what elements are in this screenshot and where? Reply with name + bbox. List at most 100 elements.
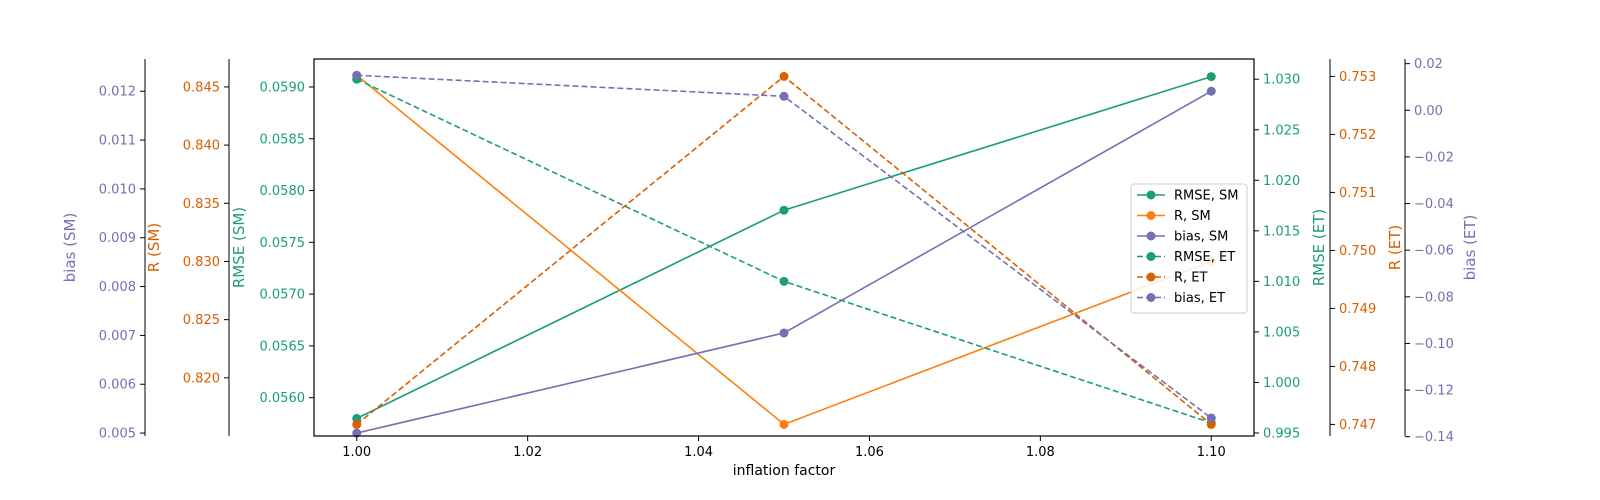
legend-marker — [1146, 231, 1156, 241]
x-tick-label: 1.10 — [1197, 445, 1226, 460]
y-tick-label: −0.06 — [1414, 244, 1454, 259]
y-tick-label: 0.749 — [1339, 302, 1376, 317]
legend-marker — [1146, 211, 1156, 220]
y-axis-bias_et: 0.02 0.00 −0.02 −0.04 −0.06 −0.08 −0.10 −0.12 −0… — [1404, 57, 1479, 445]
data-point — [779, 71, 789, 81]
data-point — [779, 328, 789, 338]
y-tick-label: 0.02 — [1414, 57, 1443, 72]
y-tick-label: 1.025 — [1263, 123, 1300, 138]
y-axis-label: RMSE (ET) — [1310, 209, 1328, 286]
legend-item: RMSE, ET — [1137, 250, 1235, 265]
y-tick-label: −0.04 — [1414, 197, 1454, 212]
y-tick-label: −0.02 — [1414, 150, 1454, 165]
y-tick-label: −0.08 — [1414, 290, 1454, 305]
y-axis-bias_sm: 0.005 0.006 0.007 0.008 0.009 0.010 0.011 0.012… — [61, 59, 146, 442]
data-point — [779, 276, 789, 286]
y-tick-label: 0.0570 — [260, 288, 306, 303]
y-tick-label: 0.820 — [183, 371, 220, 386]
legend-marker — [1146, 272, 1156, 282]
x-tick-label: 1.04 — [684, 445, 713, 460]
y-axis-rmse_sm: 0.0560 0.0565 0.0570 0.0575 0.0580 0.0585 0.05… — [230, 59, 315, 436]
y-tick-label: 1.010 — [1263, 275, 1300, 290]
data-point — [1206, 86, 1216, 96]
data-point — [779, 91, 789, 101]
legend-item: bias, ET — [1137, 291, 1225, 306]
x-tick-label: 1.06 — [855, 445, 884, 460]
data-point — [779, 205, 789, 215]
series-r-et — [352, 71, 1216, 429]
y-tick-label: 0.009 — [99, 231, 136, 246]
x-tick-label: 1.00 — [342, 445, 371, 460]
y-tick-label: 0.747 — [1339, 418, 1376, 433]
y-tick-label: 0.835 — [183, 197, 220, 212]
y-tick-label: 0.0585 — [260, 132, 306, 147]
y-tick-label: −0.10 — [1414, 337, 1454, 352]
series-bias-et — [352, 70, 1216, 423]
y-axis-rmse_et: 0.995 1.000 1.005 1.010 1.015 1.020 1.025 1.030… — [1253, 59, 1328, 441]
legend-label: RMSE, SM — [1174, 189, 1238, 204]
y-axes: 0.005 0.006 0.007 0.008 0.009 0.010 0.011 0.012… — [61, 57, 1479, 445]
legend-item: RMSE, SM — [1137, 189, 1238, 204]
y-axis-label: R (ET) — [1386, 225, 1404, 271]
y-tick-label: 0.995 — [1263, 426, 1300, 441]
y-tick-label: 1.000 — [1263, 376, 1300, 391]
y-axis-r_sm: 0.820 0.825 0.830 0.835 0.840 0.845 R (SM) — [145, 59, 230, 436]
x-tick-label: 1.02 — [513, 445, 542, 460]
legend-marker — [1146, 190, 1156, 200]
legend-item: R, SM — [1137, 209, 1211, 224]
series-bias-sm — [352, 86, 1216, 438]
y-tick-label: 0.0580 — [260, 184, 306, 199]
y-axis-label: bias (ET) — [1461, 215, 1479, 281]
data-point — [1206, 419, 1216, 429]
x-tick-label: 1.08 — [1026, 445, 1055, 460]
legend-label: bias, ET — [1174, 291, 1225, 306]
legend-label: RMSE, ET — [1174, 250, 1235, 265]
y-tick-label: 0.008 — [99, 280, 136, 295]
y-tick-label: −0.12 — [1414, 384, 1454, 399]
y-tick-label: 0.011 — [99, 134, 136, 149]
legend: RMSE, SM R, SM bias, SM RMSE, ET R, ET bias, … — [1130, 183, 1248, 314]
y-tick-label: 0.010 — [99, 182, 136, 197]
y-tick-label: 0.752 — [1339, 128, 1376, 143]
y-axis-r_et: 0.747 0.748 0.749 0.750 0.751 0.752 0.753 R (ET… — [1329, 59, 1404, 436]
data-point — [352, 70, 362, 80]
y-tick-label: 0.00 — [1414, 104, 1443, 119]
legend-item: R, ET — [1137, 271, 1208, 286]
data-point — [352, 428, 362, 438]
y-tick-label: 0.0560 — [260, 391, 306, 406]
y-tick-label: 1.030 — [1263, 73, 1300, 88]
data-point — [352, 419, 362, 429]
y-axis-label: R (SM) — [145, 223, 163, 272]
y-tick-label: 0.830 — [183, 255, 220, 270]
y-tick-label: 1.020 — [1263, 174, 1300, 189]
y-axis-label: RMSE (SM) — [230, 207, 248, 288]
y-tick-label: 1.015 — [1263, 224, 1300, 239]
x-axis-label: inflation factor — [733, 463, 836, 479]
y-tick-label: 0.005 — [99, 427, 136, 442]
y-tick-label: 0.007 — [99, 329, 136, 344]
y-tick-label: 0.750 — [1339, 244, 1376, 259]
y-tick-label: 0.012 — [99, 85, 136, 100]
data-point — [779, 419, 789, 429]
y-tick-label: 1.005 — [1263, 325, 1300, 340]
legend-marker — [1146, 252, 1156, 261]
y-tick-label: 0.751 — [1339, 186, 1376, 201]
series-layer — [352, 70, 1216, 438]
y-tick-label: 0.845 — [183, 80, 220, 95]
y-tick-label: 0.748 — [1339, 360, 1376, 375]
data-point — [1206, 413, 1216, 423]
y-tick-label: 0.0590 — [260, 80, 306, 95]
y-tick-label: 0.0565 — [260, 339, 306, 354]
legend-label: bias, SM — [1174, 230, 1228, 245]
legend-marker — [1146, 293, 1156, 302]
legend-item: bias, SM — [1137, 230, 1228, 245]
legend-label: R, SM — [1174, 209, 1211, 224]
y-tick-label: 0.006 — [99, 378, 136, 393]
legend-label: R, ET — [1174, 271, 1208, 286]
y-tick-label: 0.753 — [1339, 70, 1376, 85]
y-tick-label: 0.825 — [183, 313, 220, 328]
y-tick-label: 0.840 — [183, 139, 220, 154]
y-tick-label: −0.14 — [1414, 430, 1454, 445]
y-tick-label: 0.0575 — [260, 236, 306, 251]
